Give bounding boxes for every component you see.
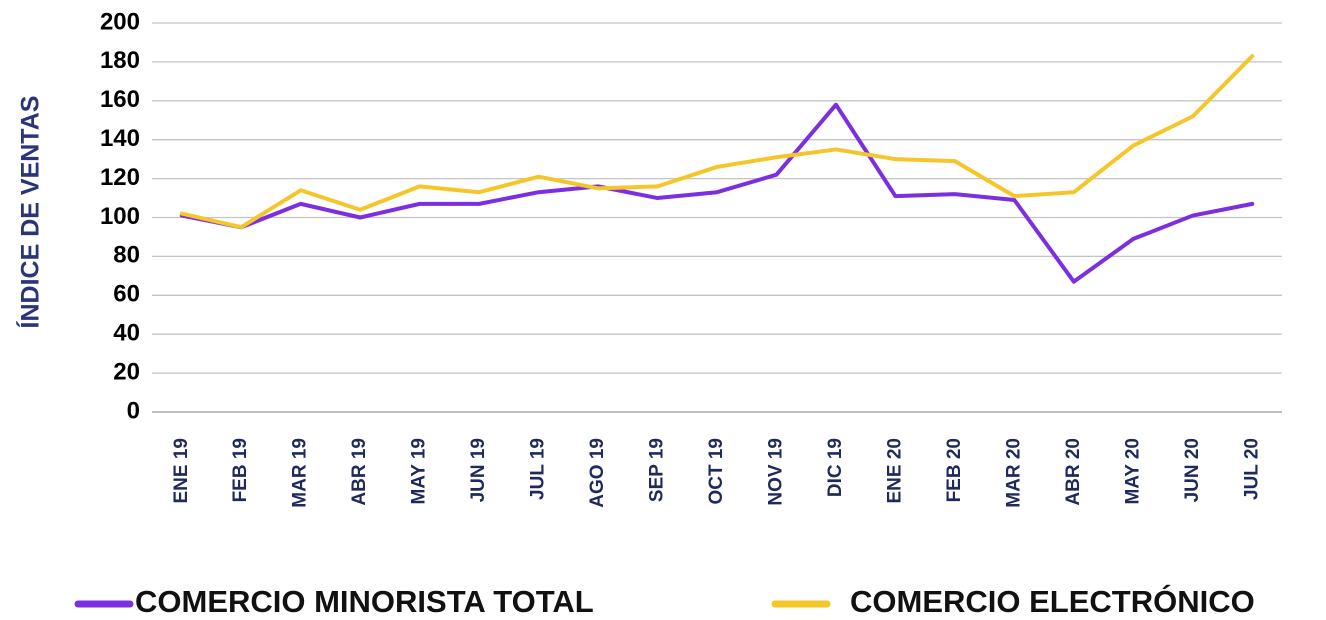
series-line [179,54,1255,230]
x-tick-label: ENE 19 [171,438,192,503]
x-tick-label: MAR 20 [1003,438,1024,508]
y-tick-label: 200 [100,8,140,35]
legend-label: COMERCIO ELECTRÓNICO [850,583,1255,619]
x-tick-label: ABR 20 [1063,438,1084,506]
y-tick-label: 120 [100,164,140,191]
x-tick-label: JUL 20 [1241,438,1262,500]
x-tick-label: JUN 20 [1182,438,1203,502]
x-tick-label: SEP 19 [647,438,668,502]
y-tick-label: 140 [100,125,140,152]
y-axis-label: ÍNDICE DE VENTAS [16,96,45,329]
x-tick-label: JUL 19 [528,438,549,500]
x-tick-label: JUN 19 [468,438,489,502]
x-tick-label: FEB 20 [944,438,965,502]
x-tick-label: MAY 19 [409,438,430,505]
series-line [179,102,1255,284]
x-tick-label: ENE 20 [884,438,905,503]
x-tick-label: DIC 19 [825,438,846,497]
x-tick-label: ABR 19 [349,438,370,506]
y-tick-label: 80 [113,242,140,269]
x-tick-label: FEB 19 [230,438,251,502]
y-tick-label: 0 [127,397,140,424]
x-tick-label: MAR 19 [290,438,311,508]
y-tick-label: 20 [113,358,140,385]
y-tick-label: 100 [100,203,140,230]
x-tick-label: AGO 19 [587,438,608,508]
x-tick-label: NOV 19 [765,438,786,506]
y-tick-label: 60 [113,281,140,308]
legend-label: COMERCIO MINORISTA TOTAL [135,584,594,619]
x-tick-label: OCT 19 [706,438,727,505]
y-tick-label: 40 [113,320,140,347]
x-tick-label: MAY 20 [1122,438,1143,505]
y-tick-label: 160 [100,86,140,113]
y-tick-label: 180 [100,47,140,74]
